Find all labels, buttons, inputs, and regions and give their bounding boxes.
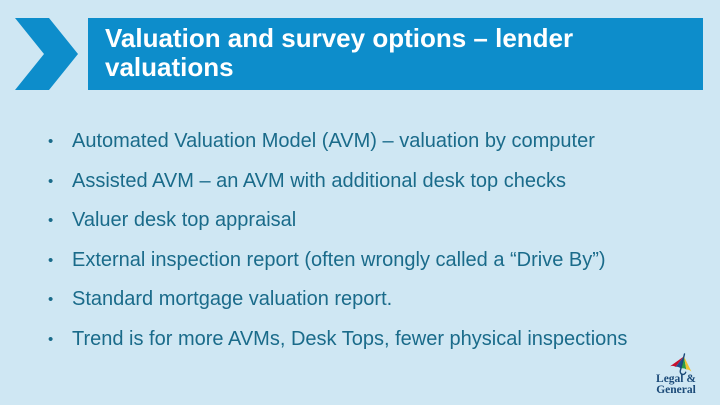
bullet-item: • Valuer desk top appraisal xyxy=(48,210,627,231)
chevron-arrow-icon xyxy=(15,18,78,90)
bullet-item: • Assisted AVM – an AVM with additional … xyxy=(48,169,627,192)
bullet-marker: • xyxy=(48,330,54,348)
slide-title-line-2: valuations xyxy=(105,52,234,82)
bullet-text: External inspection report (often wrongl… xyxy=(72,248,606,271)
bullet-marker: • xyxy=(48,133,54,150)
bullet-item: • Standard mortgage valuation report. xyxy=(48,289,627,310)
slide-title-line-1: Valuation and survey options – lender xyxy=(105,23,574,53)
logo-text-line-1: Legal & xyxy=(656,373,696,385)
logo-text-line-2: General xyxy=(656,383,696,396)
bullet-marker: • xyxy=(48,291,54,309)
bullet-item: • External inspection report (often wron… xyxy=(48,248,627,271)
bullet-text: Valuer desk top appraisal xyxy=(72,209,297,232)
bullet-marker: • xyxy=(48,251,54,269)
bullet-marker: • xyxy=(48,212,54,230)
bullet-list: • Automated Valuation Model (AVM) – valu… xyxy=(48,131,627,369)
legal-and-general-logo: Legal & General xyxy=(644,352,708,395)
umbrella-icon xyxy=(670,353,692,376)
bullet-text: Assisted AVM – an AVM with additional de… xyxy=(72,169,566,192)
bullet-item: • Trend is for more AVMs, Desk Tops, few… xyxy=(48,327,628,350)
bullet-text: Automated Valuation Model (AVM) – valuat… xyxy=(72,130,595,152)
bullet-text: Standard mortgage valuation report. xyxy=(72,288,393,311)
slide-title-band: Valuation and survey options – lender va… xyxy=(88,18,703,90)
bullet-marker: • xyxy=(48,172,54,190)
bullet-item: • Automated Valuation Model (AVM) – valu… xyxy=(48,131,627,152)
bullet-text: Trend is for more AVMs, Desk Tops, fewer… xyxy=(72,327,628,350)
